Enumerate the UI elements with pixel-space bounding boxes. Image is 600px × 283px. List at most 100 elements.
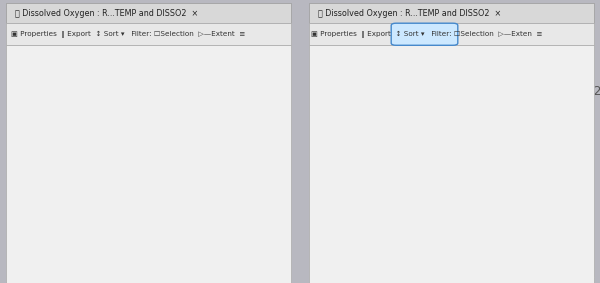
Point [173, 201, 183, 206]
Point [171, 216, 181, 220]
Point [98, 232, 107, 236]
Point [40, 166, 50, 171]
Point [97, 233, 106, 238]
Point [520, 205, 530, 209]
Point [404, 138, 413, 143]
Point [203, 183, 212, 188]
Point [154, 226, 163, 230]
Point [404, 143, 414, 147]
Point [209, 177, 218, 181]
Point [212, 179, 222, 183]
Point [61, 205, 70, 209]
Point [251, 116, 260, 121]
Point [56, 206, 66, 211]
Point [490, 202, 499, 207]
Point [236, 149, 245, 153]
Point [69, 220, 79, 224]
Point [255, 111, 265, 116]
Point [161, 218, 171, 223]
Point [482, 195, 492, 200]
Point [43, 175, 52, 179]
Point [211, 180, 221, 185]
Point [100, 230, 110, 234]
Point [413, 142, 423, 147]
Point [169, 216, 178, 221]
Point [98, 233, 107, 238]
Point [217, 173, 226, 177]
Point [112, 234, 122, 239]
Point [500, 200, 509, 205]
Point [68, 215, 78, 220]
Point [95, 231, 105, 236]
Point [403, 124, 413, 128]
Point [122, 233, 132, 238]
Point [387, 122, 397, 127]
Point [209, 182, 218, 186]
Point [151, 224, 161, 228]
Point [207, 180, 217, 185]
Point [528, 206, 538, 211]
Point [52, 193, 62, 197]
Point [127, 234, 137, 238]
Point [43, 179, 53, 184]
Point [249, 127, 259, 131]
Point [205, 188, 215, 192]
Point [159, 222, 169, 227]
Point [584, 206, 594, 211]
Point [171, 223, 181, 228]
Point [112, 242, 121, 246]
Point [498, 208, 508, 213]
Point [253, 113, 262, 117]
Point [102, 229, 112, 234]
Point [484, 197, 493, 202]
Point [130, 228, 140, 232]
Point [176, 203, 186, 208]
Point [122, 234, 131, 239]
Point [160, 219, 169, 224]
Point [244, 134, 253, 139]
Point [148, 223, 157, 228]
Point [560, 201, 570, 205]
Point [455, 184, 465, 188]
Point [220, 172, 229, 177]
Point [244, 134, 254, 139]
Point [69, 222, 79, 227]
Point [194, 198, 203, 202]
Point [44, 182, 54, 186]
Point [235, 142, 245, 146]
Point [175, 209, 184, 213]
Point [116, 237, 126, 241]
Point [229, 156, 239, 161]
Point [235, 153, 244, 158]
Point [555, 215, 565, 220]
Point [183, 200, 193, 205]
Point [466, 186, 475, 190]
Point [149, 230, 159, 235]
Point [47, 182, 56, 186]
Point [145, 226, 154, 230]
Point [241, 134, 250, 138]
Point [219, 162, 229, 167]
Point [93, 230, 103, 235]
Point [181, 209, 190, 213]
Point [41, 162, 50, 166]
Point [402, 125, 412, 130]
Point [424, 142, 433, 146]
Point [187, 201, 196, 206]
Point [166, 213, 175, 218]
Point [202, 185, 211, 189]
Point [235, 151, 244, 155]
Point [155, 221, 165, 226]
Point [91, 231, 100, 235]
Point [75, 217, 85, 222]
Text: ▣ Properties  ‖ Export  ↕ Sort ▾   Filter: ☐Selection  ▷—Extent  ≡: ▣ Properties ‖ Export ↕ Sort ▾ Filter: ☐… [11, 31, 245, 38]
Point [89, 226, 99, 230]
Point [215, 178, 225, 183]
Point [98, 228, 107, 233]
Point [232, 150, 241, 154]
Point [112, 229, 121, 234]
Point [517, 209, 527, 214]
Point [518, 208, 528, 213]
Point [147, 222, 157, 227]
Point [457, 182, 467, 186]
